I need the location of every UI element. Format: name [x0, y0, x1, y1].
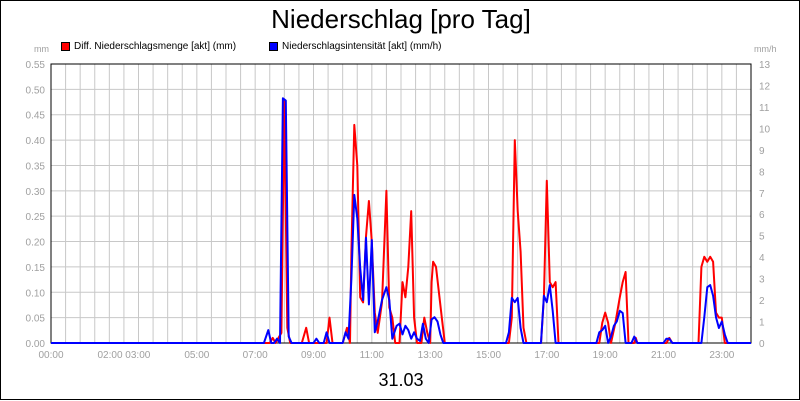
x-tick-label: 09:00: [301, 350, 326, 361]
date-label: 31.03: [378, 370, 424, 390]
y-left-tick-label: 0.20: [26, 238, 46, 249]
plot-frame: [50, 63, 752, 344]
x-tick-label: 00:00: [38, 350, 63, 361]
series-line-precipitation-intensity: [51, 97, 751, 344]
x-tick-label: 07:00: [243, 350, 268, 361]
y-left-tick-label: 0.15: [26, 263, 46, 274]
y-left-tick-label: 0.50: [26, 85, 46, 96]
y-left-tick-label: 0.05: [26, 314, 46, 325]
y-right-tick-label: 7: [759, 189, 765, 200]
right-axis-unit: mm/h: [754, 44, 777, 54]
legend-label-precipitation-amount: Diff. Niederschlagsmenge [akt] (mm): [74, 40, 237, 52]
left-axis-unit: mm: [34, 44, 49, 54]
y-right-tick-label: 13: [759, 60, 771, 71]
y-right-tick-label: 5: [759, 232, 765, 243]
legend-item-precipitation-intensity: Niederschlagsintensität [akt] (mm/h): [269, 40, 442, 52]
legend-swatch-blue: [269, 41, 278, 51]
legend-swatch-red: [61, 41, 70, 51]
legend-label-precipitation-intensity: Niederschlagsintensität [akt] (mm/h): [282, 40, 442, 52]
y-right-tick-label: 1: [759, 318, 765, 329]
y-right-tick-label: 12: [759, 81, 771, 92]
y-right-tick-label: 10: [759, 124, 771, 135]
x-tick-label: 21:00: [651, 350, 676, 361]
y-left-tick-label: 0.55: [26, 60, 46, 71]
y-left-tick-label: 0.45: [26, 111, 46, 122]
y-right-tick-label: 0: [759, 339, 765, 350]
y-left-tick-label: 0.35: [26, 161, 46, 172]
x-tick-label: 13:00: [418, 350, 443, 361]
y-right-tick-label: 4: [759, 253, 765, 264]
x-tick-label: 11:00: [360, 350, 385, 361]
y-right-tick-label: 2: [759, 296, 765, 307]
y-left-tick-label: 0.25: [26, 212, 46, 223]
y-right-tick-label: 9: [759, 146, 765, 157]
chart-title: Niederschlag [pro Tag]: [271, 4, 531, 34]
x-tick-label: 15:00: [476, 350, 501, 361]
y-left-tick-label: 0.10: [26, 288, 46, 299]
y-right-tick-label: 8: [759, 167, 765, 178]
x-tick-label: 17:00: [534, 350, 559, 361]
legend-item-precipitation-amount: Diff. Niederschlagsmenge [akt] (mm): [61, 40, 236, 52]
y-left-tick-label: 0.40: [26, 136, 46, 147]
x-tick-label: 23:00: [709, 350, 734, 361]
x-tick-label: 19:00: [593, 350, 618, 361]
x-tick-label: 02:00 03:00: [98, 350, 151, 361]
x-tick-label: 05:00: [184, 350, 209, 361]
y-right-tick-label: 6: [759, 210, 765, 221]
y-right-tick-label: 11: [759, 103, 770, 114]
y-left-tick-label: 0.00: [26, 339, 46, 350]
y-left-tick-label: 0.30: [26, 187, 46, 198]
y-right-tick-label: 3: [759, 275, 765, 286]
